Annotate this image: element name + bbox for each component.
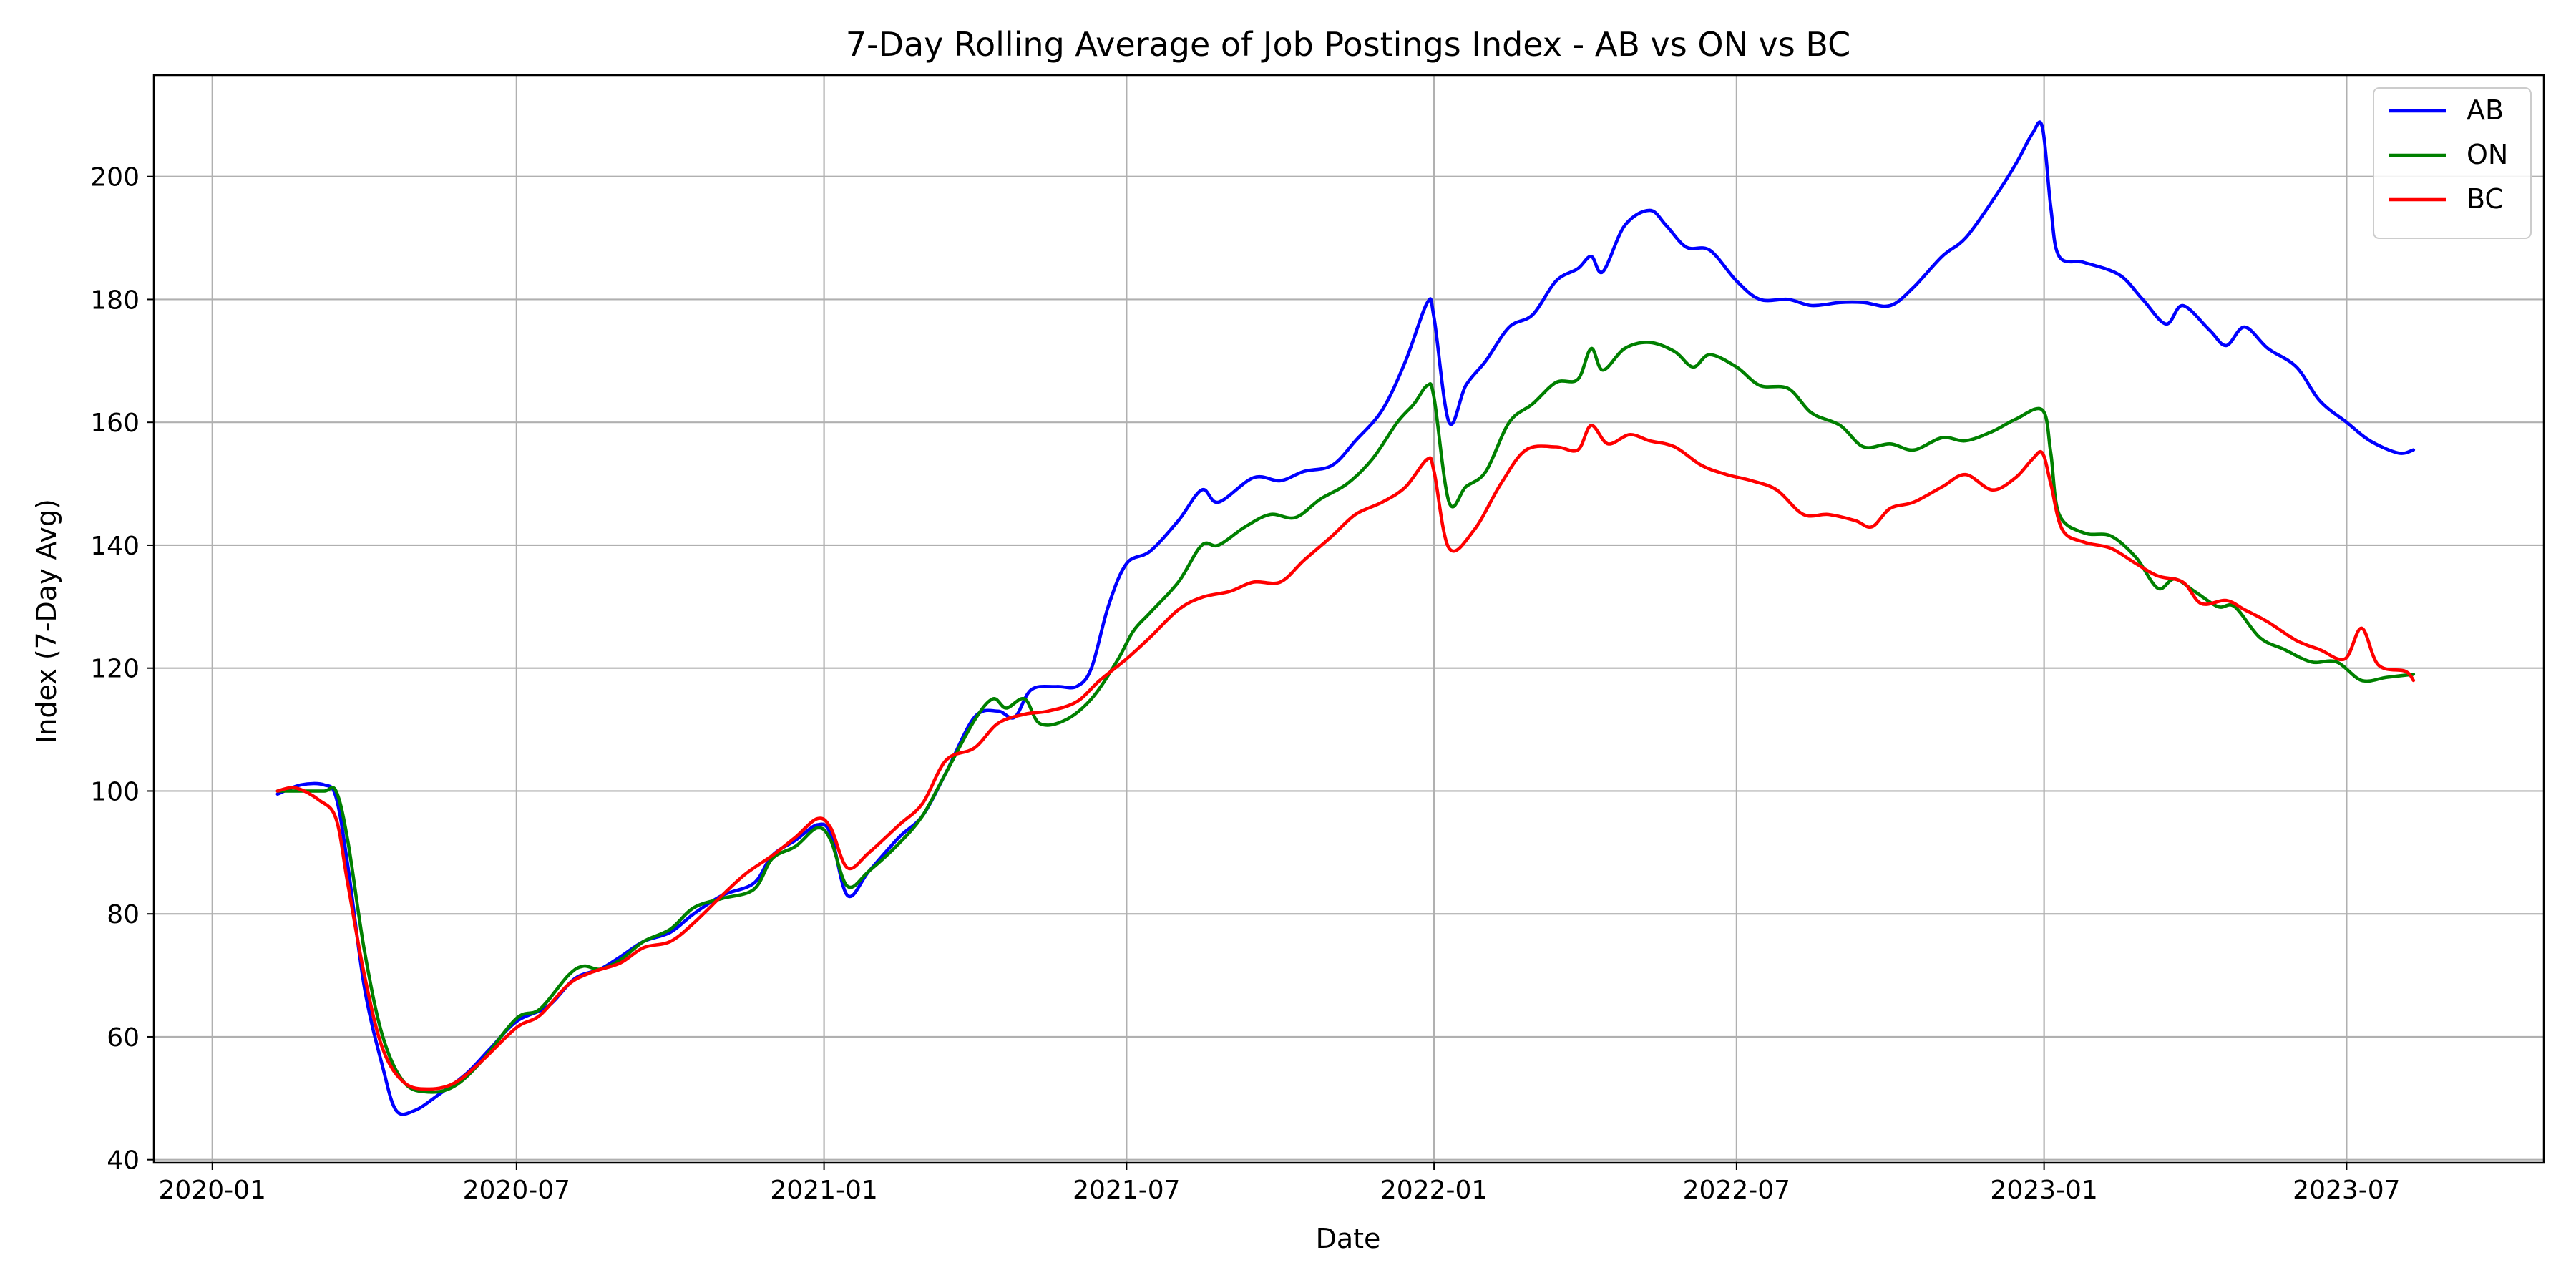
y-tick-label: 100 bbox=[90, 777, 140, 806]
y-tick-label: 120 bbox=[90, 655, 140, 684]
x-tick-label: 2021-01 bbox=[770, 1176, 877, 1205]
y-tick-label: 200 bbox=[90, 163, 140, 192]
y-tick-label: 160 bbox=[90, 409, 140, 438]
series-lines bbox=[275, 120, 2416, 1116]
x-tick-label: 2022-01 bbox=[1380, 1176, 1488, 1205]
y-axis-label: Index (7-Day Avg) bbox=[31, 499, 62, 743]
chart-title: 7-Day Rolling Average of Job Postings In… bbox=[846, 25, 1851, 64]
x-tick-label: 2020-01 bbox=[159, 1176, 266, 1205]
x-tick-label: 2022-07 bbox=[1683, 1176, 1790, 1205]
grid-lines bbox=[154, 75, 2544, 1163]
y-tick-label: 40 bbox=[107, 1146, 140, 1176]
legend-label-bc: BC bbox=[2467, 183, 2504, 215]
plot-frame bbox=[152, 74, 2545, 1164]
series-line-bc bbox=[275, 424, 2416, 1091]
legend: AB ON BC bbox=[2373, 87, 2532, 239]
x-tick-label: 2021-07 bbox=[1073, 1176, 1180, 1205]
y-tick-label: 140 bbox=[90, 532, 140, 561]
x-tick-label: 2023-01 bbox=[1990, 1176, 2097, 1205]
x-axis-label: Date bbox=[1316, 1223, 1381, 1254]
y-tick-label: 80 bbox=[107, 900, 140, 930]
legend-label-ab: AB bbox=[2467, 94, 2504, 126]
y-tick-label: 60 bbox=[107, 1023, 140, 1053]
x-tick-label: 2020-07 bbox=[463, 1176, 570, 1205]
legend-label-on: ON bbox=[2467, 139, 2508, 170]
series-line-ab bbox=[275, 120, 2416, 1116]
y-tick-label: 180 bbox=[90, 286, 140, 315]
x-tick-label: 2023-07 bbox=[2293, 1176, 2400, 1205]
axis-ticks: 2020-01 2020-07 2021-01 2021-07 2022-01 2022-… bbox=[90, 163, 2400, 1205]
